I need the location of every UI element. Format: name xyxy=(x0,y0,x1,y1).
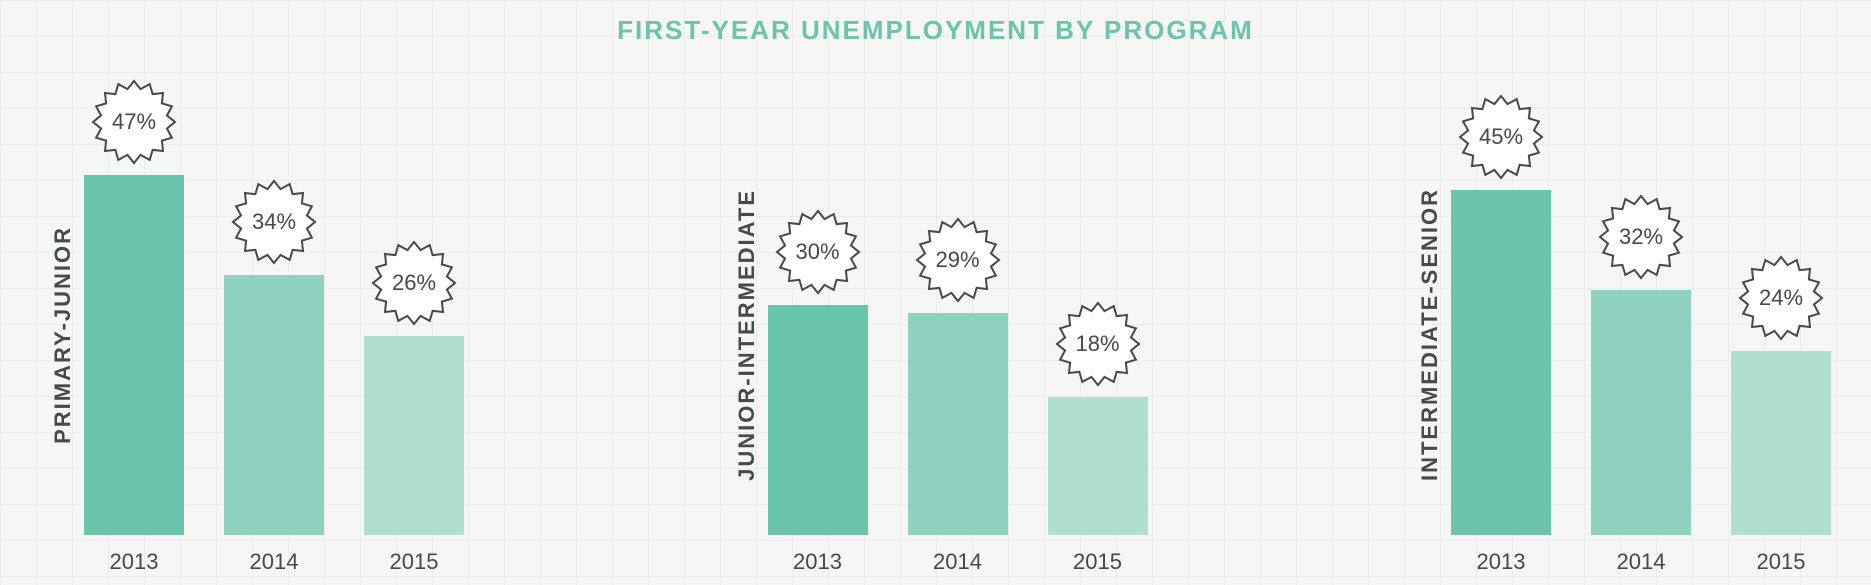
bar xyxy=(908,313,1008,535)
bar xyxy=(84,175,184,535)
bar xyxy=(1451,190,1551,535)
starburst-icon: 26% xyxy=(371,240,457,326)
starburst-icon: 30% xyxy=(775,209,861,295)
starburst-icon: 34% xyxy=(231,179,317,265)
chart-group: JUNIOR-INTERMEDIATE 30% 2013 29% 2014 18% 2015 xyxy=(724,55,1148,575)
group-label: JUNIOR-INTERMEDIATE xyxy=(724,149,760,481)
bar-x-label: 2014 xyxy=(933,549,982,575)
starburst-icon: 29% xyxy=(915,217,1001,303)
chart-groups: PRIMARY-JUNIOR47%201334%201426%2015JUNIO… xyxy=(40,55,1831,575)
bar-wrap: 32% 2014 xyxy=(1591,55,1691,575)
chart-title: FIRST-YEAR UNEMPLOYMENT BY PROGRAM xyxy=(0,15,1871,46)
bar-x-label: 2015 xyxy=(1757,549,1806,575)
bar-wrap: 45% 2013 xyxy=(1451,55,1551,575)
bars-container: 30% 2013 29% 2014 18% 2015 xyxy=(768,55,1148,575)
bar xyxy=(1048,397,1148,535)
starburst-icon: 45% xyxy=(1458,94,1544,180)
bar-value-label: 29% xyxy=(915,217,1001,303)
bar-wrap: 26% 2015 xyxy=(364,55,464,575)
starburst-icon: 32% xyxy=(1598,194,1684,280)
bar-x-label: 2014 xyxy=(1617,549,1666,575)
bar-wrap: 18% 2015 xyxy=(1048,55,1148,575)
starburst-icon: 24% xyxy=(1738,255,1824,341)
group-label: INTERMEDIATE-SENIOR xyxy=(1407,148,1443,481)
bar-wrap: 30% 2013 xyxy=(768,55,868,575)
bar xyxy=(768,305,868,535)
starburst-icon: 47% xyxy=(91,79,177,165)
bar-value-label: 26% xyxy=(371,240,457,326)
bar-value-label: 18% xyxy=(1055,301,1141,387)
bar-wrap: 29% 2014 xyxy=(908,55,1008,575)
bar-value-label: 45% xyxy=(1458,94,1544,180)
bar-value-label: 24% xyxy=(1738,255,1824,341)
bar-wrap: 24% 2015 xyxy=(1731,55,1831,575)
bar xyxy=(364,336,464,535)
bar-wrap: 34% 2014 xyxy=(224,55,324,575)
chart-group: PRIMARY-JUNIOR 47% 2013 34% 2014 26% 2015 xyxy=(40,55,464,575)
bar-value-label: 47% xyxy=(91,79,177,165)
bar xyxy=(1731,351,1831,535)
bars-container: 47% 2013 34% 2014 26% 2015 xyxy=(84,55,464,575)
bar xyxy=(224,275,324,535)
starburst-icon: 18% xyxy=(1055,301,1141,387)
bar-value-label: 32% xyxy=(1598,194,1684,280)
bar xyxy=(1591,290,1691,535)
bar-wrap: 47% 2013 xyxy=(84,55,184,575)
bar-x-label: 2013 xyxy=(793,549,842,575)
bar-value-label: 30% xyxy=(775,209,861,295)
bar-value-label: 34% xyxy=(231,179,317,265)
bars-container: 45% 2013 32% 2014 24% 2015 xyxy=(1451,55,1831,575)
bar-x-label: 2015 xyxy=(1073,549,1122,575)
bar-x-label: 2014 xyxy=(250,549,299,575)
bar-x-label: 2013 xyxy=(1477,549,1526,575)
bar-x-label: 2013 xyxy=(110,549,159,575)
chart-group: INTERMEDIATE-SENIOR 45% 2013 32% 2014 24% 2015 xyxy=(1407,55,1831,575)
group-label: PRIMARY-JUNIOR xyxy=(40,186,76,444)
bar-x-label: 2015 xyxy=(390,549,439,575)
